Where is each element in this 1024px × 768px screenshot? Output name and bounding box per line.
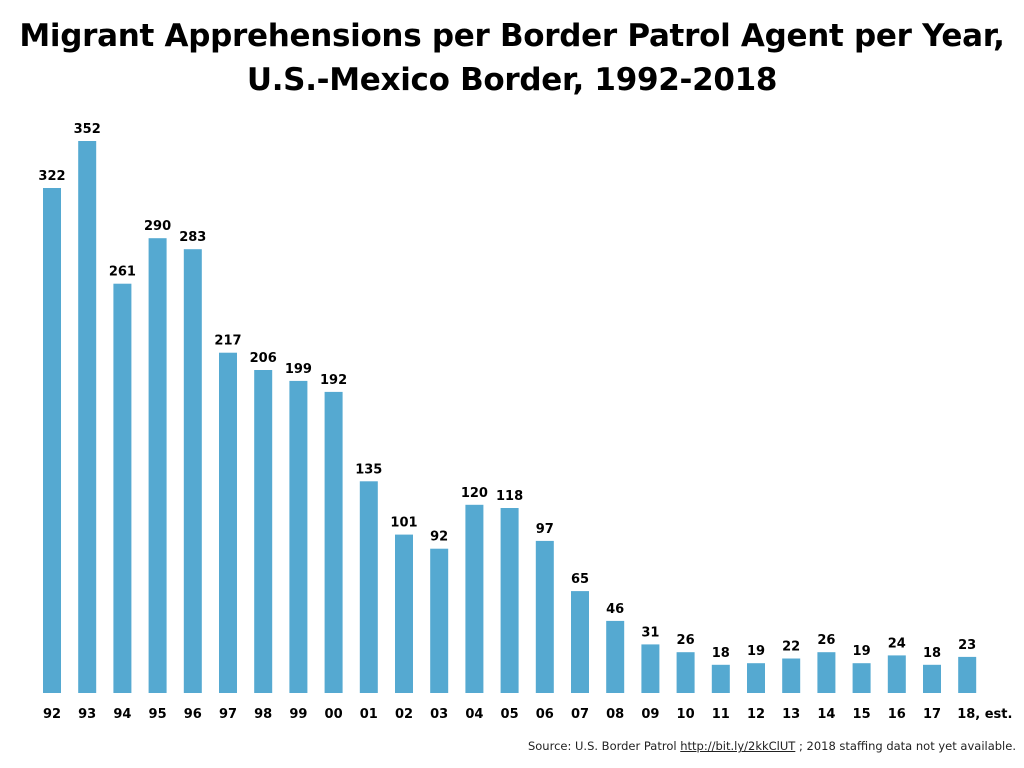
x-tick-label: 95 — [149, 707, 167, 722]
bar-value-label: 120 — [461, 486, 488, 501]
x-tick-label: 92 — [43, 707, 61, 722]
chart-title-line-2: U.S.-Mexico Border, 1992-2018 — [246, 62, 778, 98]
x-tick-label: 13 — [782, 707, 800, 722]
bar-09 — [641, 644, 660, 693]
x-tick-label: 10 — [677, 707, 695, 722]
source-suffix: ; 2018 staffing data not yet available. — [798, 739, 1016, 753]
bar-07 — [571, 591, 589, 693]
bar-value-label: 23 — [958, 638, 976, 653]
bar-value-label: 24 — [888, 636, 906, 651]
x-tick-label: 04 — [465, 707, 483, 722]
x-tick-label: 97 — [219, 707, 237, 722]
bar-value-label: 192 — [320, 373, 347, 388]
bar-00 — [324, 391, 343, 693]
bar-value-label: 18 — [712, 646, 730, 661]
x-tick-label: 06 — [536, 707, 554, 722]
bar-11 — [711, 664, 730, 693]
bar-value-label: 19 — [853, 644, 871, 659]
bar-08 — [606, 620, 625, 693]
bar-value-label: 26 — [677, 633, 695, 648]
bar-10 — [676, 652, 695, 693]
bar-value-label: 206 — [250, 351, 277, 366]
bar-value-label: 19 — [747, 644, 765, 659]
bar-15 — [852, 663, 871, 693]
bar-03 — [430, 548, 449, 693]
source-link[interactable]: http://bit.ly/2kkClUT — [680, 739, 796, 753]
bar-06 — [535, 540, 554, 693]
chart-title-line-1: Migrant Apprehensions per Border Patrol … — [19, 18, 1005, 54]
x-tick-label: 00 — [325, 707, 343, 722]
x-tick-label: 18, est. — [957, 707, 1012, 722]
x-tick-label: 03 — [430, 707, 448, 722]
bar-value-label: 322 — [38, 169, 65, 184]
bar-value-label: 65 — [571, 572, 589, 587]
bar-value-label: 22 — [782, 640, 800, 655]
bar-01 — [359, 481, 378, 693]
x-tick-label: 17 — [923, 707, 941, 722]
bar-value-label: 261 — [109, 265, 136, 280]
bar-94 — [113, 283, 132, 693]
bar-value-label: 97 — [536, 522, 554, 537]
bar-97 — [219, 352, 237, 693]
bar-05 — [500, 508, 519, 693]
x-tick-label: 01 — [360, 707, 378, 722]
bar-12 — [747, 663, 765, 693]
bar-value-label: 92 — [430, 530, 448, 545]
bar-17 — [923, 664, 941, 693]
bar-98 — [254, 370, 273, 693]
bar-value-label: 352 — [74, 122, 101, 137]
bar-14 — [817, 652, 836, 693]
x-tick-label: 96 — [184, 707, 202, 722]
bar-02 — [395, 534, 413, 693]
bar-96 — [183, 249, 202, 693]
bar-13 — [782, 658, 801, 693]
bar-95 — [148, 238, 167, 693]
bar-value-label: 31 — [641, 625, 659, 640]
x-tick-label: 16 — [888, 707, 906, 722]
x-tick-label: 93 — [78, 707, 96, 722]
bar-value-label: 135 — [355, 462, 382, 477]
bar-value-label: 118 — [496, 489, 523, 504]
source-note: Source: U.S. Border Patrol http://bit.ly… — [528, 739, 1016, 753]
x-tick-label: 07 — [571, 707, 589, 722]
x-tick-label: 12 — [747, 707, 765, 722]
x-tick-label: 14 — [817, 707, 835, 722]
bar-value-label: 290 — [144, 219, 171, 234]
bar-value-label: 283 — [179, 230, 206, 245]
x-tick-label: 99 — [289, 707, 307, 722]
bar-92 — [43, 188, 61, 693]
bar-value-label: 217 — [214, 334, 241, 349]
x-tick-label: 02 — [395, 707, 413, 722]
x-tick-label: 08 — [606, 707, 624, 722]
bar-value-label: 26 — [817, 633, 835, 648]
chart-title: Migrant Apprehensions per Border Patrol … — [0, 14, 1024, 102]
source-prefix: Source: U.S. Border Patrol — [527, 739, 681, 753]
bar-04 — [465, 504, 484, 693]
x-tick-label: 09 — [641, 707, 659, 722]
bar-value-label: 18 — [923, 646, 941, 661]
bar-value-label: 199 — [285, 362, 312, 377]
bar-99 — [289, 380, 308, 693]
x-tick-label: 05 — [501, 707, 519, 722]
x-tick-label: 15 — [853, 707, 871, 722]
x-tick-label: 11 — [712, 707, 730, 722]
bar-value-label: 101 — [390, 516, 417, 531]
bar-18est — [958, 656, 977, 693]
bar-93 — [78, 141, 97, 693]
x-tick-label: 98 — [254, 707, 272, 722]
x-tick-label: 94 — [113, 707, 131, 722]
bar-16 — [887, 655, 906, 693]
bar-value-label: 46 — [606, 602, 624, 617]
